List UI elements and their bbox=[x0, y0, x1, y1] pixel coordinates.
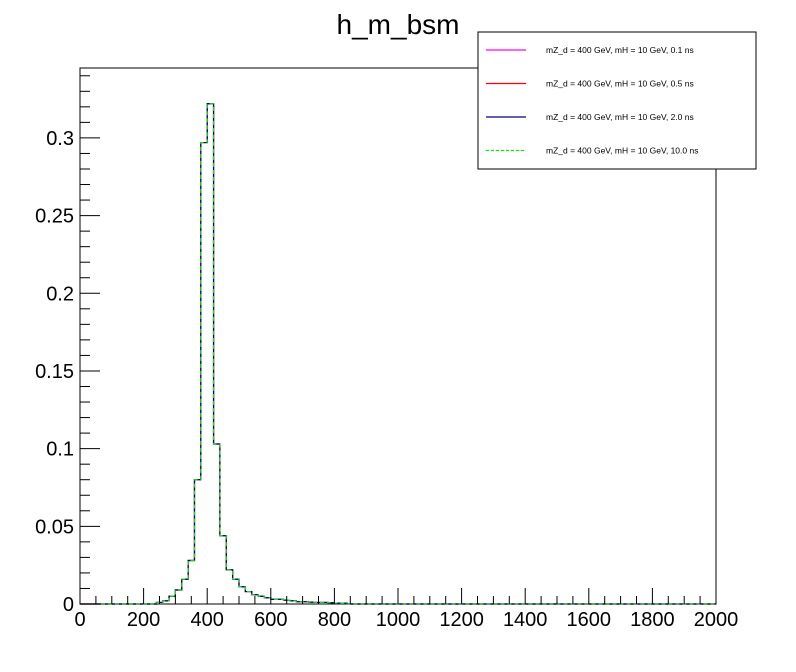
legend-entry-label: mZ_d = 400 GeV, mH = 10 GeV, 0.1 ns bbox=[546, 45, 694, 55]
legend-entry-label: mZ_d = 400 GeV, mH = 10 GeV, 10.0 ns bbox=[546, 146, 698, 156]
legend-box bbox=[477, 31, 757, 170]
y-tick-label: 0.15 bbox=[35, 361, 74, 383]
x-tick-label: 1600 bbox=[567, 609, 612, 631]
chart-title: h_m_bsm bbox=[337, 9, 460, 40]
y-tick-label: 0.25 bbox=[35, 206, 74, 228]
x-tick-label: 0 bbox=[74, 609, 85, 631]
x-tick-label: 400 bbox=[191, 609, 224, 631]
legend: mZ_d = 400 GeV, mH = 10 GeV, 0.1 ns mZ_d … bbox=[477, 31, 757, 170]
axes: 0 200 400 600 800 1000 1200 1400 1600 1800 2000 0 0.… bbox=[35, 75, 739, 631]
y-tick-label: 0.05 bbox=[35, 516, 74, 538]
x-tick-label: 600 bbox=[254, 609, 287, 631]
x-tick-label: 1000 bbox=[376, 609, 421, 631]
y-tick-label: 0.1 bbox=[46, 439, 74, 461]
x-tick-label: 200 bbox=[127, 609, 160, 631]
y-tick-label: 0.2 bbox=[46, 283, 74, 305]
x-tick-label: 1400 bbox=[503, 609, 548, 631]
x-tick-label: 2000 bbox=[694, 609, 739, 631]
y-tick-label: 0.3 bbox=[46, 128, 74, 150]
legend-entry-label: mZ_d = 400 GeV, mH = 10 GeV, 2.0 ns bbox=[546, 112, 694, 122]
x-tick-label: 1200 bbox=[439, 609, 484, 631]
y-tick-label: 0 bbox=[63, 594, 74, 616]
series-group bbox=[80, 103, 716, 605]
x-tick-label: 1800 bbox=[630, 609, 675, 631]
series-line-3 bbox=[80, 103, 716, 605]
legend-entry-label: mZ_d = 400 GeV, mH = 10 GeV, 0.5 ns bbox=[546, 79, 694, 89]
x-tick-label: 800 bbox=[318, 609, 351, 631]
